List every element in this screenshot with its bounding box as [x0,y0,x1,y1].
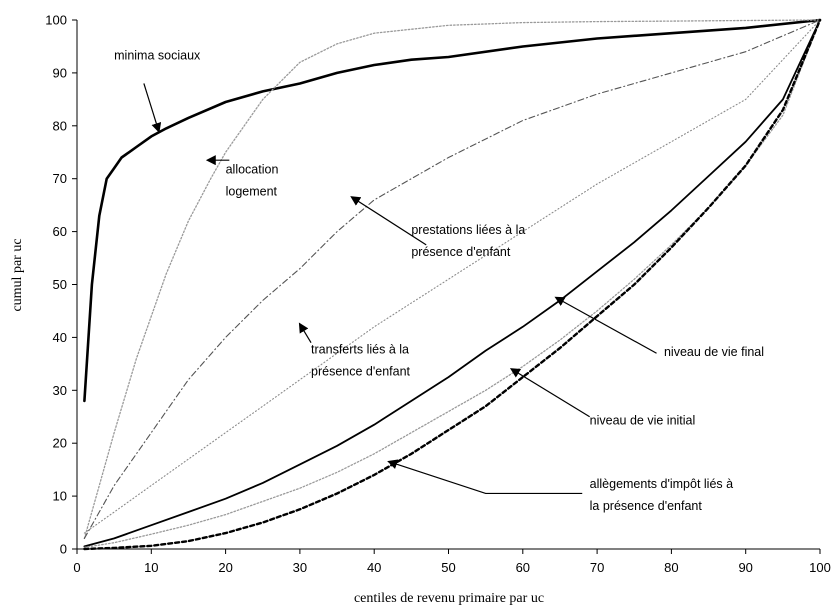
y-tick-label: 80 [53,118,67,133]
annotation-prestations: prestations liées à la présence d'enfant [350,196,525,259]
x-tick-label: 50 [441,560,455,575]
y-tick-label: 100 [45,13,67,28]
series-line-final [83,19,821,548]
annotation-label-allegements: allègements d'impôt liés à la présence d'… [590,477,733,513]
x-tick-label: 0 [73,560,80,575]
y-tick-label: 50 [53,277,67,292]
annotation-arrow-allegements [387,459,583,495]
annotation-final: niveau de vie final [554,296,764,359]
x-axis-title: centiles de revenu primaire par uc [354,591,544,606]
x-tick-label: 60 [516,560,530,575]
annotation-initial: niveau de vie initial [509,368,696,428]
annotation-label-logement: allocation logement [226,162,279,198]
annotation-label-prestations: prestations liées à la présence d'enfant [411,223,525,259]
annotation-allegements: allègements d'impôt liés à la présence d'… [387,459,733,513]
annotation-layer: minima sociaux allocation logement prestati… [114,49,764,513]
x-tick-label: 80 [664,560,678,575]
annotation-transferts: transferts liés à la présence d'enfant [298,322,411,378]
annotation-logement: allocation logement [205,155,279,198]
y-axis-title: cumul par uc [10,238,25,311]
annotation-arrow-initial [509,368,590,418]
annotation-minima: minima sociaux [114,49,201,133]
x-tick-label: 40 [367,560,381,575]
axes: 0 10 20 30 40 50 60 70 80 90 100 0 10 20 30 40 50 60 70 80 9… [45,13,831,576]
x-tick-label: 30 [293,560,307,575]
series-line-prestations [83,19,821,539]
x-tick-label: 100 [809,560,831,575]
series-line-transferts [83,19,821,534]
annotation-arrow-transferts [298,322,312,343]
y-tick-label: 30 [53,383,67,398]
annotation-arrow-minima [143,83,162,133]
y-tick-label: 10 [53,489,67,504]
x-tick-label: 90 [738,560,752,575]
y-tick-label: 60 [53,224,67,239]
series-layer [83,18,822,551]
annotation-arrow-prestations [350,196,427,246]
y-tick-label: 20 [53,436,67,451]
series-line-initial [83,19,821,549]
y-tick-label: 40 [53,330,67,345]
x-tick-label: 70 [590,560,604,575]
annotation-arrow-final [554,296,657,354]
annotation-label-final: niveau de vie final [664,345,764,359]
annotation-label-minima: minima sociaux [114,49,201,63]
series-line-allegements [83,18,822,551]
annotation-label-transferts: transferts liés à la présence d'enfant [311,342,411,378]
y-tick-label: 70 [53,171,67,186]
y-tick-label: 0 [60,542,67,557]
annotation-label-initial: niveau de vie initial [590,414,696,428]
x-tick-label: 20 [218,560,232,575]
y-tick-label: 90 [53,65,67,80]
x-tick-label: 10 [144,560,158,575]
series-line-logement [83,19,821,540]
series-line-minima [83,18,822,403]
